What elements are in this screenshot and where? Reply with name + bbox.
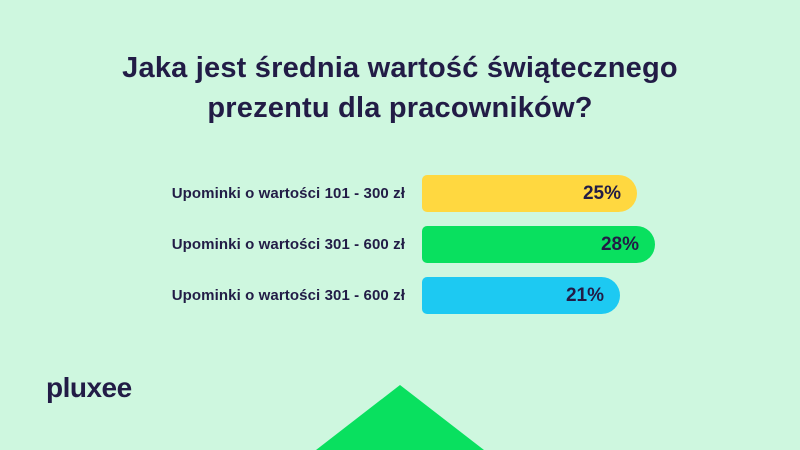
page-title-line-2: prezentu dla pracowników? [207, 92, 593, 124]
bar-value: 21% [565, 284, 604, 306]
up-arrow-triangle-decoration [316, 385, 484, 450]
bar-value: 25% [582, 182, 621, 204]
page-title-line-1: Jaka jest średnia wartość świątecznego [122, 52, 678, 84]
bar-row: Upominki o wartości 101 - 300 zł 25% [0, 175, 800, 212]
bar-yellow: 25% [422, 175, 637, 212]
bar-green: 28% [422, 226, 655, 263]
bar-row: Upominki o wartości 301 - 600 zł 28% [0, 226, 800, 263]
bar-value: 28% [600, 233, 639, 255]
bar-label: Upominki o wartości 101 - 300 zł [171, 185, 405, 202]
pluxee-logo: pluxee [46, 372, 132, 403]
bar-label: Upominki o wartości 301 - 600 zł [171, 236, 405, 253]
bar-chart: Upominki o wartości 101 - 300 zł 25% Upo… [0, 175, 800, 328]
bar-blue: 21% [422, 277, 620, 314]
page-title: Jaka jest średnia wartość świątecznego p… [0, 48, 800, 128]
bar-row: Upominki o wartości 301 - 600 zł 21% [0, 277, 800, 314]
bar-label: Upominki o wartości 301 - 600 zł [171, 287, 405, 304]
